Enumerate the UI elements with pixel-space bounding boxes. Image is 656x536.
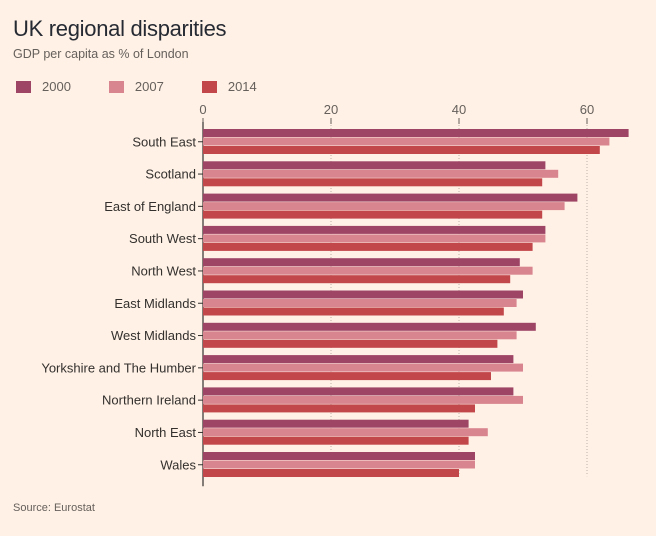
bar-northern-ireland-2007 (203, 395, 523, 404)
bar-west-midlands-2007 (203, 331, 517, 340)
bar-south-east-2014 (203, 146, 600, 154)
bar-east-midlands-2007 (203, 299, 517, 307)
chart-legend: 2000 2007 2014 (16, 79, 295, 94)
bar-east-of-england-2007 (203, 202, 565, 211)
x-tick-label-20: 20 (324, 102, 338, 117)
bar-south-west-2014 (203, 242, 533, 251)
x-tick-label-0: 0 (199, 102, 206, 117)
bar-north-west-2007 (203, 266, 533, 275)
category-label-west-midlands: West Midlands (111, 328, 197, 343)
source-note: Source: Eurostat (13, 502, 95, 514)
category-label-east-midlands: East Midlands (114, 296, 196, 311)
bar-yorkshire-and-the-humber-2000 (203, 355, 514, 364)
bar-west-midlands-2000 (203, 322, 536, 331)
bar-northern-ireland-2000 (203, 387, 514, 396)
bar-east-of-england-2000 (203, 193, 578, 202)
bar-wales-2014 (203, 469, 459, 477)
bar-east-of-england-2014 (203, 210, 543, 219)
category-label-northern-ireland: Northern Ireland (102, 393, 196, 408)
bar-north-east-2007 (203, 428, 488, 437)
category-label-scotland: Scotland (145, 167, 196, 182)
bar-wales-2000 (203, 452, 475, 460)
legend-item-2007: 2007 (108, 79, 164, 94)
bar-scotland-2000 (203, 161, 546, 170)
bar-north-east-2000 (203, 419, 469, 428)
bar-south-east-2007 (203, 137, 610, 146)
category-label-yorkshire-and-the-humber: Yorkshire and The Humber (41, 360, 196, 375)
bar-south-west-2000 (203, 225, 546, 234)
category-label-wales: Wales (160, 457, 196, 472)
legend-item-2014: 2014 (201, 79, 257, 94)
bar-scotland-2007 (203, 169, 559, 178)
category-label-north-west: North West (131, 263, 196, 278)
bar-yorkshire-and-the-humber-2007 (203, 363, 523, 372)
legend-label-2014: 2014 (227, 79, 257, 94)
legend-label-2007: 2007 (134, 79, 164, 94)
bar-east-midlands-2000 (203, 290, 523, 299)
legend-swatch-2007 (108, 80, 124, 93)
legend-swatch-2014 (201, 80, 217, 93)
x-tick-label-40: 40 (452, 102, 466, 117)
bar-scotland-2014 (203, 178, 543, 187)
chart-subtitle: GDP per capita as % of London (13, 47, 189, 61)
bar-yorkshire-and-the-humber-2014 (203, 372, 491, 381)
bar-north-east-2014 (203, 436, 469, 445)
legend-swatch-2000 (16, 80, 31, 93)
bar-south-west-2007 (203, 234, 546, 243)
legend-label-2000: 2000 (42, 79, 71, 94)
category-label-east-of-england: East of England (104, 199, 196, 214)
bar-west-midlands-2014 (203, 339, 498, 348)
legend-item-2000: 2000 (16, 79, 71, 94)
bar-east-midlands-2014 (203, 307, 504, 316)
category-label-south-west: South West (129, 231, 196, 246)
bar-north-west-2014 (203, 275, 511, 284)
category-label-south-east: South East (132, 134, 196, 149)
bar-northern-ireland-2014 (203, 404, 475, 413)
bar-north-west-2000 (203, 258, 520, 267)
chart-title: UK regional disparities (13, 16, 227, 41)
category-label-north-east: North East (135, 425, 197, 440)
x-tick-label-60: 60 (580, 102, 594, 117)
bar-south-east-2000 (203, 129, 629, 137)
bar-wales-2007 (203, 460, 475, 469)
